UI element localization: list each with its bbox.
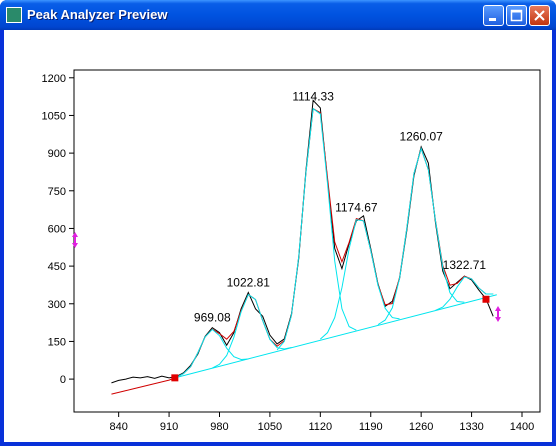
y-tick-label: 1200 <box>42 73 66 85</box>
peak-label: 1114.33 <box>292 90 334 104</box>
minimize-button[interactable] <box>483 5 504 26</box>
left-handle[interactable] <box>72 232 78 248</box>
y-tick-label: 450 <box>48 261 66 273</box>
series-line <box>212 293 292 369</box>
peak-label: 969.08 <box>194 310 231 324</box>
series-line <box>176 328 249 378</box>
title-bar: Peak Analyzer Preview <box>0 0 556 30</box>
window-title: Peak Analyzer Preview <box>27 7 168 22</box>
y-tick-label: 600 <box>48 223 66 235</box>
peak-label: 1322.71 <box>443 258 487 272</box>
peak-label: 1174.67 <box>335 201 378 215</box>
series-line <box>377 146 465 326</box>
series-line <box>276 107 357 351</box>
series-line <box>435 276 494 311</box>
x-tick-label: 1050 <box>258 421 282 433</box>
client-area: 0 150 300 450 600 750 900 1050 1200 840 910 980 1050… <box>4 30 552 442</box>
close-button[interactable] <box>529 5 550 26</box>
series-line <box>111 107 494 395</box>
right-handle[interactable] <box>495 306 501 322</box>
x-tick-label: 910 <box>160 421 178 433</box>
series-line <box>319 219 400 340</box>
y-tick-label: 750 <box>48 186 66 198</box>
y-tick-label: 1050 <box>42 110 66 122</box>
x-tick-label: 980 <box>210 421 228 433</box>
y-tick-label: 300 <box>48 299 66 311</box>
series-line <box>174 294 497 379</box>
plot-frame <box>73 69 541 413</box>
peak-label: 1260.07 <box>399 130 443 144</box>
x-tick-label: 1330 <box>459 421 483 433</box>
y-tick-label: 150 <box>48 336 66 348</box>
x-tick-label: 1190 <box>359 421 383 433</box>
x-tick-label: 840 <box>109 421 127 433</box>
x-tick-label: 1260 <box>409 421 433 433</box>
maximize-button[interactable] <box>506 5 527 26</box>
y-tick-label: 0 <box>60 374 66 386</box>
x-tick-label: 1120 <box>308 421 332 433</box>
y-tick-label: 900 <box>48 148 66 160</box>
chart: 0 150 300 450 600 750 900 1050 1200 840 910 980 1050… <box>42 69 541 433</box>
anchor-point <box>171 374 179 382</box>
anchor-point <box>482 295 490 303</box>
window-icon <box>6 7 22 23</box>
x-tick-label: 1400 <box>510 421 534 433</box>
peak-label: 1022.81 <box>227 275 271 289</box>
